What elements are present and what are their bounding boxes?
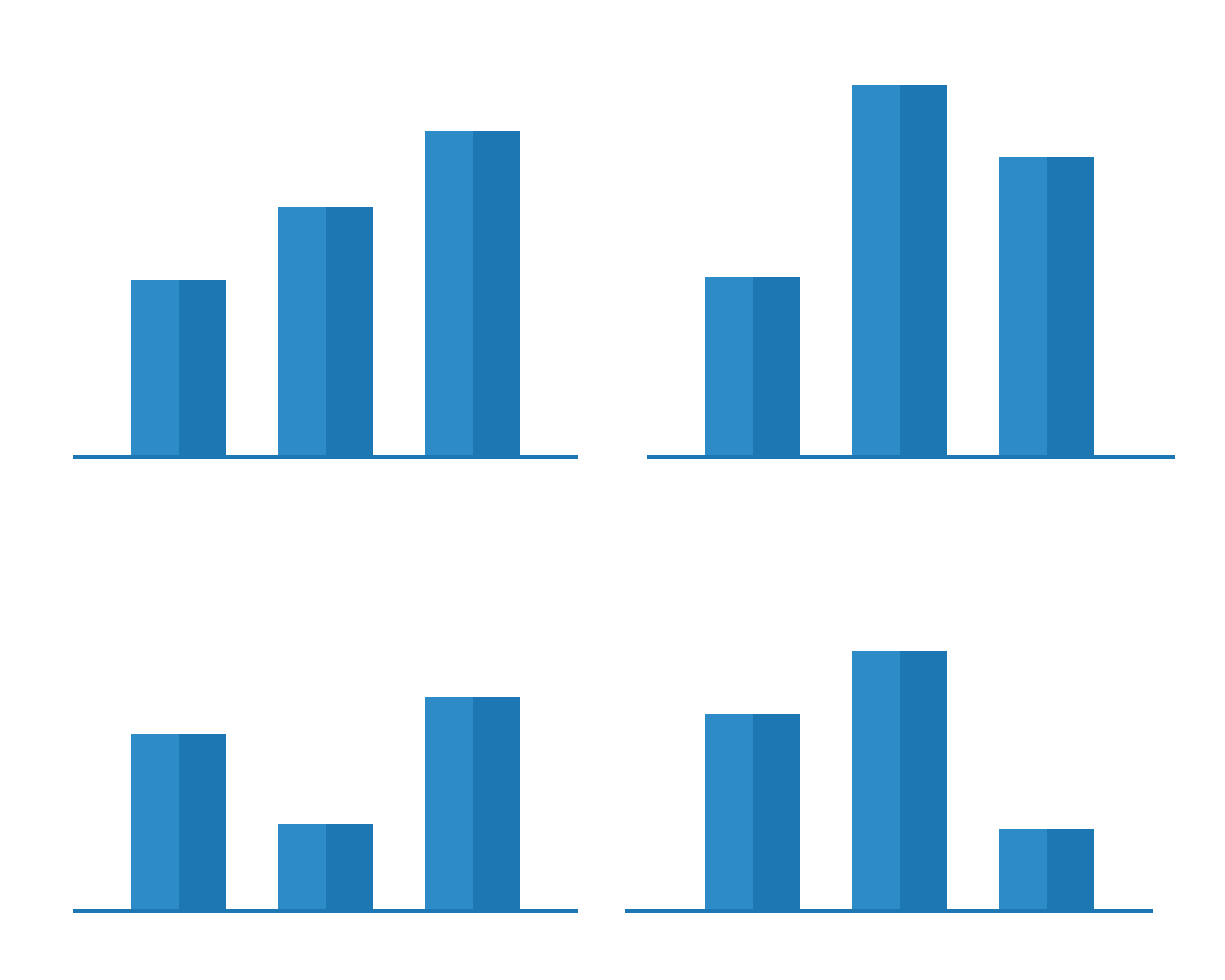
- chart-panel-bottom-right: [625, 651, 1153, 913]
- bar-shade-right: [900, 651, 948, 909]
- chart-grid: [0, 0, 1225, 980]
- chart-panel-bottom-left: [73, 651, 578, 913]
- bar-shade-right: [1047, 829, 1095, 909]
- chart-bar: [425, 131, 520, 455]
- bar-shade-right: [900, 85, 948, 455]
- chart-bar: [705, 277, 800, 455]
- bar-shade-right: [179, 280, 227, 455]
- chart-baseline: [73, 909, 578, 913]
- chart-bar: [852, 651, 947, 909]
- chart-bar: [852, 85, 947, 455]
- chart-baseline: [73, 455, 578, 459]
- bar-shade-left: [852, 85, 900, 455]
- chart-baseline: [625, 909, 1153, 913]
- bar-shade-left: [999, 157, 1047, 455]
- bar-shade-right: [473, 131, 521, 455]
- chart-bar: [425, 697, 520, 909]
- bar-shade-right: [1047, 157, 1095, 455]
- bar-shade-left: [278, 824, 326, 909]
- bar-shade-right: [326, 207, 374, 455]
- chart-bar: [278, 207, 373, 455]
- bar-shade-right: [326, 824, 374, 909]
- bar-shade-left: [131, 734, 179, 909]
- bar-shade-left: [999, 829, 1047, 909]
- chart-bar: [131, 280, 226, 455]
- chart-panel-top-left: [73, 83, 578, 459]
- chart-bar: [131, 734, 226, 909]
- chart-panel-top-right: [647, 83, 1175, 459]
- bar-shade-left: [425, 131, 473, 455]
- bar-shade-right: [473, 697, 521, 909]
- bar-shade-left: [705, 277, 753, 455]
- chart-bar: [705, 714, 800, 909]
- bar-shade-right: [753, 277, 801, 455]
- chart-baseline: [647, 455, 1175, 459]
- chart-bar: [999, 829, 1094, 909]
- bar-shade-left: [278, 207, 326, 455]
- bar-shade-left: [705, 714, 753, 909]
- chart-bar: [999, 157, 1094, 455]
- bar-shade-left: [852, 651, 900, 909]
- bar-shade-right: [753, 714, 801, 909]
- chart-bar: [278, 824, 373, 909]
- bar-shade-right: [179, 734, 227, 909]
- bar-shade-left: [131, 280, 179, 455]
- bar-shade-left: [425, 697, 473, 909]
